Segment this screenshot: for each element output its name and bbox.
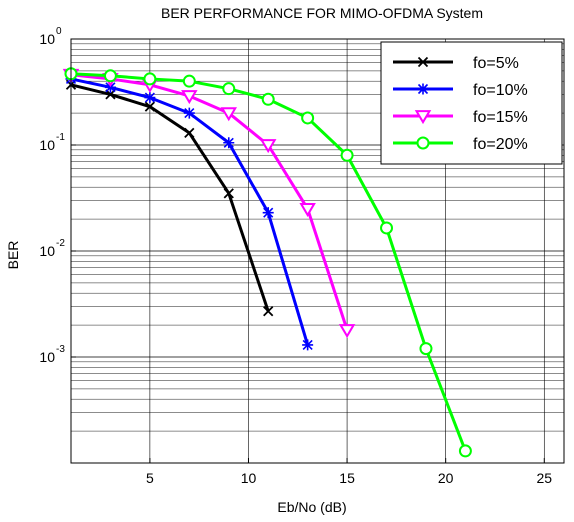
data-point-marker (181, 90, 198, 105)
plot-frame (70, 38, 565, 464)
data-point-marker (301, 111, 315, 125)
data-point-marker (458, 444, 472, 458)
data-point-marker (302, 339, 314, 351)
data-point-marker (223, 137, 235, 149)
legend-label: fo=15% (473, 109, 528, 126)
data-point-marker (104, 81, 116, 93)
y-tick-label: 10 (39, 137, 55, 153)
data-point-marker (299, 202, 316, 217)
x-tick-label: 5 (146, 470, 154, 486)
data-point-marker (220, 107, 238, 122)
x-tick-label: 25 (536, 470, 552, 486)
y-tick-exponent: 0 (56, 26, 62, 37)
series-line (70, 73, 349, 331)
data-point-marker (183, 107, 195, 119)
data-point-marker (261, 92, 275, 106)
data-point-marker (182, 74, 196, 88)
data-point-marker (144, 101, 156, 112)
data-point-marker (338, 324, 356, 339)
legend: fo=5% fo=10% fo=15% fo=20% (380, 41, 563, 165)
data-point-marker (263, 306, 274, 317)
data-point-marker (340, 148, 354, 162)
data-point-marker (417, 83, 429, 95)
data-point-marker (103, 69, 117, 83)
legend-box (380, 41, 563, 165)
legend-label: fo=10% (473, 82, 528, 99)
data-point-marker (417, 56, 429, 68)
legend-label: fo=5% (473, 55, 519, 72)
x-tick-label: 20 (438, 470, 454, 486)
legend-item: fo=10% (393, 82, 528, 99)
data-point-marker (259, 139, 277, 154)
data-point-marker (223, 188, 234, 199)
data-point-marker (414, 110, 432, 125)
data-point-marker (222, 82, 236, 96)
chart-title: BER PERFORMANCE FOR MIMO-OFDMA System (161, 5, 483, 21)
x-tick-label: 10 (241, 470, 257, 486)
legend-label: fo=20% (473, 136, 528, 153)
data-point-marker (416, 136, 430, 150)
y-tick-exponent: -1 (56, 132, 65, 143)
x-axis-label: Eb/No (dB) (277, 499, 346, 515)
y-tick-label: 10 (39, 349, 55, 365)
data-point-marker (262, 207, 274, 219)
series-lines (62, 67, 472, 458)
data-point-marker (184, 127, 195, 139)
data-point-marker (143, 72, 157, 86)
data-point-marker (380, 221, 394, 235)
data-point-marker (419, 342, 433, 356)
data-point-marker (144, 92, 156, 104)
legend-item: fo=5% (393, 55, 519, 72)
y-tick-label: 10 (39, 31, 55, 47)
legend-item: fo=15% (393, 109, 528, 126)
y-tick-exponent: -2 (56, 238, 65, 249)
series-4 (64, 67, 472, 458)
y-axis-label: BER (5, 241, 21, 270)
legend-item: fo=20% (393, 136, 528, 153)
y-tick-label: 10 (39, 243, 55, 259)
series-2 (65, 73, 314, 351)
series-line (70, 83, 270, 312)
x-tick-label: 15 (339, 470, 355, 486)
y-tick-exponent: -3 (56, 344, 65, 355)
